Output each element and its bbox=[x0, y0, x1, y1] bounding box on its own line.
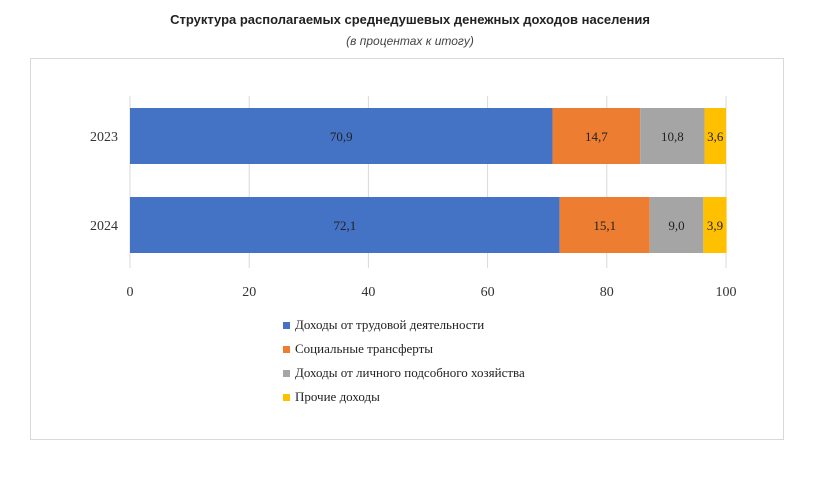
data-label: 3,6 bbox=[707, 129, 724, 144]
legend-item: Доходы от личного подсобного хозяйства bbox=[283, 361, 525, 385]
x-tick-label: 40 bbox=[361, 285, 375, 300]
data-label: 70,9 bbox=[330, 129, 353, 144]
bar-segment bbox=[703, 197, 727, 253]
bar-segment bbox=[649, 197, 704, 253]
legend-label: Доходы от трудовой деятельности bbox=[295, 317, 485, 332]
legend-swatch bbox=[283, 321, 290, 329]
x-tick-label: 100 bbox=[716, 285, 737, 300]
legend-item: Доходы от трудовой деятельности bbox=[283, 313, 525, 337]
bar-segment bbox=[130, 108, 553, 164]
bar-segment bbox=[704, 108, 726, 164]
chart-subtitle: (в процентах к итогу) bbox=[346, 34, 474, 48]
y-tick-label: 2023 bbox=[90, 130, 118, 145]
data-label: 10,8 bbox=[661, 129, 684, 144]
x-tick-label: 0 bbox=[127, 285, 134, 300]
x-tick-label: 80 bbox=[600, 285, 614, 300]
legend-label: Социальные трансферты bbox=[295, 341, 434, 356]
legend-swatch bbox=[283, 369, 290, 377]
bar-segment bbox=[559, 197, 650, 253]
data-label: 9,0 bbox=[668, 218, 684, 233]
data-label: 15,1 bbox=[593, 218, 616, 233]
legend-swatch bbox=[283, 393, 290, 401]
y-tick-label: 2024 bbox=[90, 219, 118, 234]
x-tick-label: 20 bbox=[242, 285, 256, 300]
data-label: 72,1 bbox=[333, 218, 356, 233]
data-label: 3,9 bbox=[707, 218, 723, 233]
bar-segment bbox=[552, 108, 641, 164]
x-tick-label: 60 bbox=[481, 285, 495, 300]
legend-item: Прочие доходы bbox=[283, 385, 525, 409]
chart-legend: Доходы от трудовой деятельности Социальны… bbox=[283, 313, 525, 409]
bar-segment bbox=[130, 197, 560, 253]
bar-segment bbox=[640, 108, 705, 164]
legend-swatch bbox=[283, 345, 290, 353]
legend-item: Социальные трансферты bbox=[283, 337, 525, 361]
legend-label: Доходы от личного подсобного хозяйства bbox=[295, 365, 525, 380]
chart-title: Структура располагаемых среднедушевых де… bbox=[170, 12, 650, 27]
data-label: 14,7 bbox=[585, 129, 608, 144]
legend-label: Прочие доходы bbox=[295, 389, 380, 404]
